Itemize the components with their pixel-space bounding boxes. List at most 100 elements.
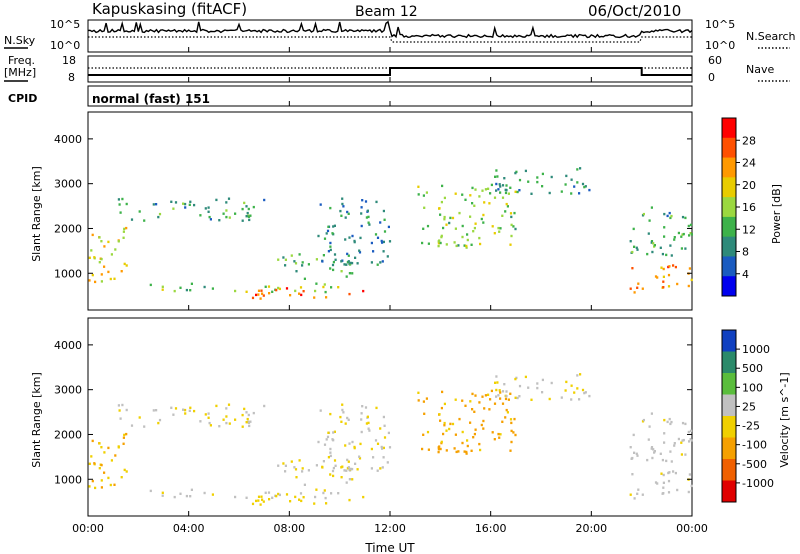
- velocity-cell: [245, 411, 248, 414]
- velocity-cell: [362, 495, 365, 499]
- velocity-panel: 1000 2000 3000 4000 Slant Range [km] 1000 50…: [30, 317, 791, 517]
- velocity-cell: [651, 456, 654, 460]
- power-cell: [510, 223, 513, 227]
- power-cell: [91, 233, 94, 237]
- velocity-cell: [455, 450, 458, 454]
- velocity-cell: [474, 394, 477, 397]
- power-cell: [449, 216, 452, 220]
- velocity-cell: [90, 455, 93, 458]
- power-cell: [174, 201, 178, 204]
- power-cell: [358, 251, 362, 254]
- power-cell: [358, 249, 361, 252]
- velocity-cell: [294, 495, 297, 499]
- velocity-colorbar: 1000 500 100 25 -25 -100 -500 -1000: [721, 329, 774, 503]
- velocity-cell: [505, 394, 508, 398]
- power-cell: [480, 217, 483, 221]
- velocity-cell: [383, 436, 387, 439]
- power-cell: [514, 227, 517, 231]
- power-cell: [654, 275, 658, 278]
- velocity-cell: [689, 438, 692, 441]
- velocity-cell: [204, 413, 207, 416]
- velocity-cell: [646, 458, 649, 462]
- power-cell: [245, 215, 248, 218]
- velocity-cell: [348, 498, 351, 502]
- velocity-cell: [356, 468, 359, 471]
- power-cell: [155, 203, 158, 206]
- power-cell: [122, 236, 125, 239]
- power-cell: [227, 197, 231, 200]
- velocity-cell: [493, 438, 496, 441]
- power-cell: [455, 244, 458, 248]
- velocity-cell: [662, 481, 665, 484]
- power-cell: [662, 267, 665, 271]
- velocity-cell: [493, 402, 497, 405]
- velocity-cell: [536, 386, 539, 390]
- velocity-cell: [107, 446, 110, 450]
- colorbar-swatch: [722, 459, 736, 481]
- power-cell: [641, 214, 645, 217]
- colorbar-tick-label: 24: [742, 157, 756, 170]
- velocity-cell: [573, 391, 576, 394]
- power-cell: [417, 185, 420, 188]
- power-cell: [343, 263, 346, 266]
- power-cell: [510, 215, 513, 219]
- power-cell: [387, 225, 390, 229]
- power-cell: [506, 205, 509, 208]
- colorbar-swatch: [722, 197, 736, 218]
- velocity-cell: [576, 374, 579, 377]
- velocity-cell: [376, 469, 379, 472]
- velocity-cell: [438, 413, 441, 416]
- velocity-cell: [461, 441, 464, 445]
- velocity-cell: [268, 498, 271, 501]
- power-cell: [423, 206, 426, 209]
- velocity-cell: [379, 427, 382, 430]
- velocity-cell: [189, 406, 192, 409]
- power-cell: [689, 232, 692, 235]
- velocity-cell: [259, 503, 262, 506]
- beam-label: Beam 12: [355, 4, 418, 20]
- velocity-cell: [669, 450, 672, 453]
- power-cell: [673, 238, 676, 241]
- power-cell: [573, 185, 576, 188]
- velocity-cell: [325, 502, 328, 505]
- power-cell: [509, 212, 513, 215]
- velocity-cell: [121, 403, 124, 407]
- power-cell: [663, 226, 666, 229]
- velocity-cell: [277, 464, 280, 467]
- power-cell: [225, 201, 228, 204]
- power-cell: [301, 261, 304, 264]
- power-cell: [578, 192, 581, 195]
- x-tick-label: 16:00: [475, 522, 507, 535]
- power-cell: [295, 270, 298, 273]
- power-cell: [179, 286, 182, 289]
- velocity-cell: [501, 390, 505, 393]
- velocity-cell: [422, 433, 425, 436]
- power-cell: [672, 264, 675, 267]
- velocity-cell: [339, 415, 342, 419]
- velocity-cell: [327, 456, 330, 459]
- velocity-cell: [98, 467, 101, 470]
- velocity-cell: [109, 483, 112, 487]
- velocity-cell: [449, 422, 452, 426]
- colorbar-swatch: [722, 276, 736, 297]
- power-cell: [342, 205, 345, 208]
- velocity-cell: [351, 478, 354, 481]
- power-cell: [501, 184, 505, 187]
- velocity-cell: [372, 456, 375, 459]
- power-cell: [495, 169, 498, 172]
- x-axis-label: Time UT: [364, 541, 415, 554]
- power-cell: [100, 280, 103, 283]
- power-cell: [677, 231, 680, 235]
- velocity-cell: [110, 459, 113, 462]
- cpid-panel: CPID normal (fast) 151: [8, 85, 693, 107]
- velocity-cell: [387, 431, 390, 435]
- colorbar-tick-label: 16: [742, 201, 756, 214]
- velocity-cell: [437, 446, 440, 449]
- velocity-cell: [669, 422, 672, 426]
- velocity-cell: [548, 397, 551, 401]
- velocity-cell: [174, 407, 178, 410]
- velocity-cell: [687, 430, 690, 434]
- velocity-cell: [647, 438, 650, 441]
- power-cell: [516, 190, 519, 194]
- velocity-cell: [524, 375, 527, 379]
